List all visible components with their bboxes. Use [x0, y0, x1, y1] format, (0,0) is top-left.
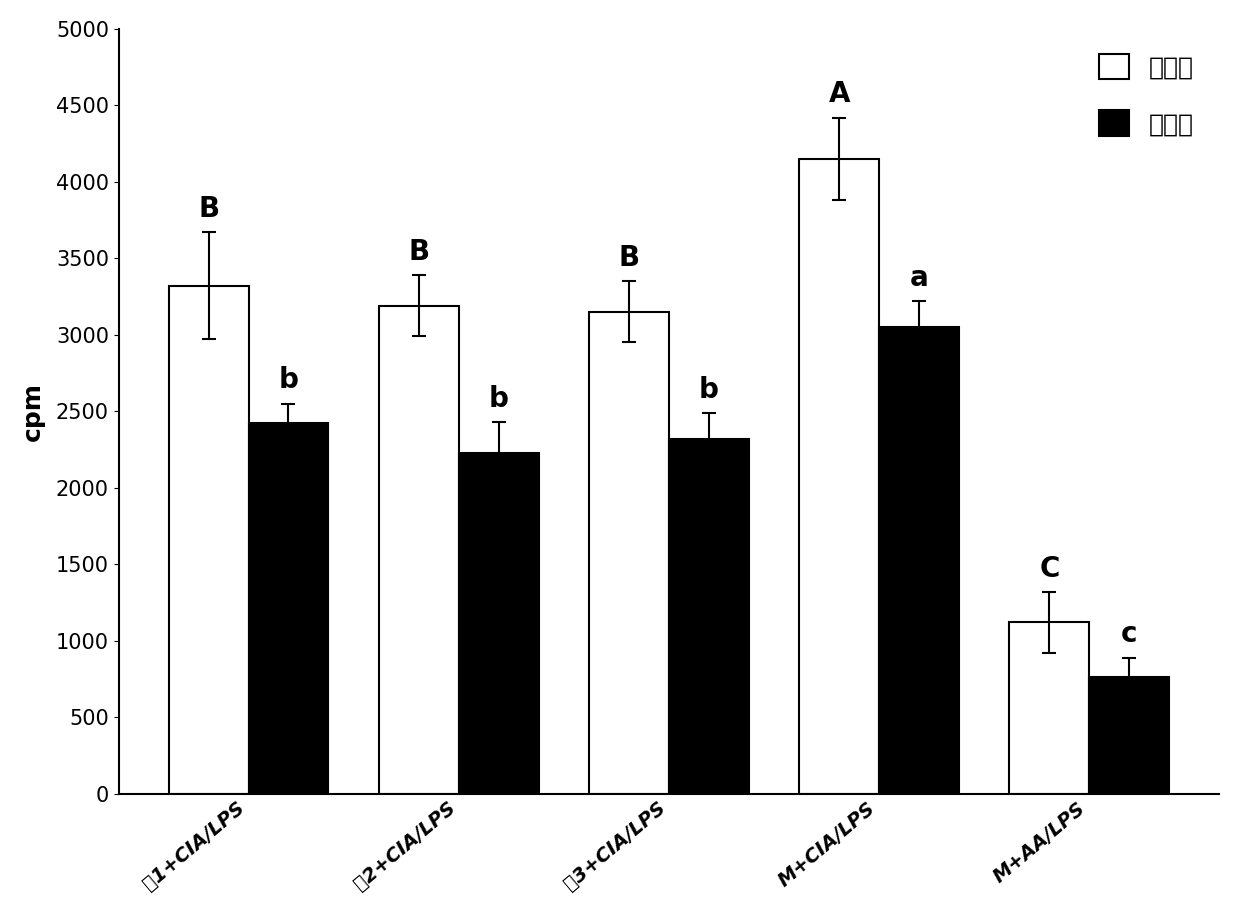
Bar	[589, 312, 668, 793]
Bar	[1009, 622, 1089, 793]
Legend: 加抗原, 无抗原: 加抗原, 无抗原	[1086, 41, 1207, 149]
Bar	[248, 424, 329, 793]
Text: b: b	[699, 376, 719, 404]
Text: b: b	[279, 366, 299, 394]
Bar	[379, 306, 459, 793]
Text: b: b	[489, 385, 508, 413]
Text: B: B	[198, 195, 219, 223]
Bar	[800, 159, 879, 793]
Bar	[459, 453, 538, 793]
Y-axis label: cpm: cpm	[21, 382, 45, 441]
Text: c: c	[1121, 620, 1137, 649]
Bar	[1089, 677, 1169, 793]
Text: B: B	[619, 244, 640, 272]
Bar	[169, 285, 248, 793]
Text: a: a	[910, 264, 929, 292]
Text: C: C	[1039, 554, 1059, 583]
Text: B: B	[408, 238, 429, 266]
Bar	[879, 328, 959, 793]
Bar	[668, 439, 749, 793]
Text: A: A	[828, 81, 849, 108]
